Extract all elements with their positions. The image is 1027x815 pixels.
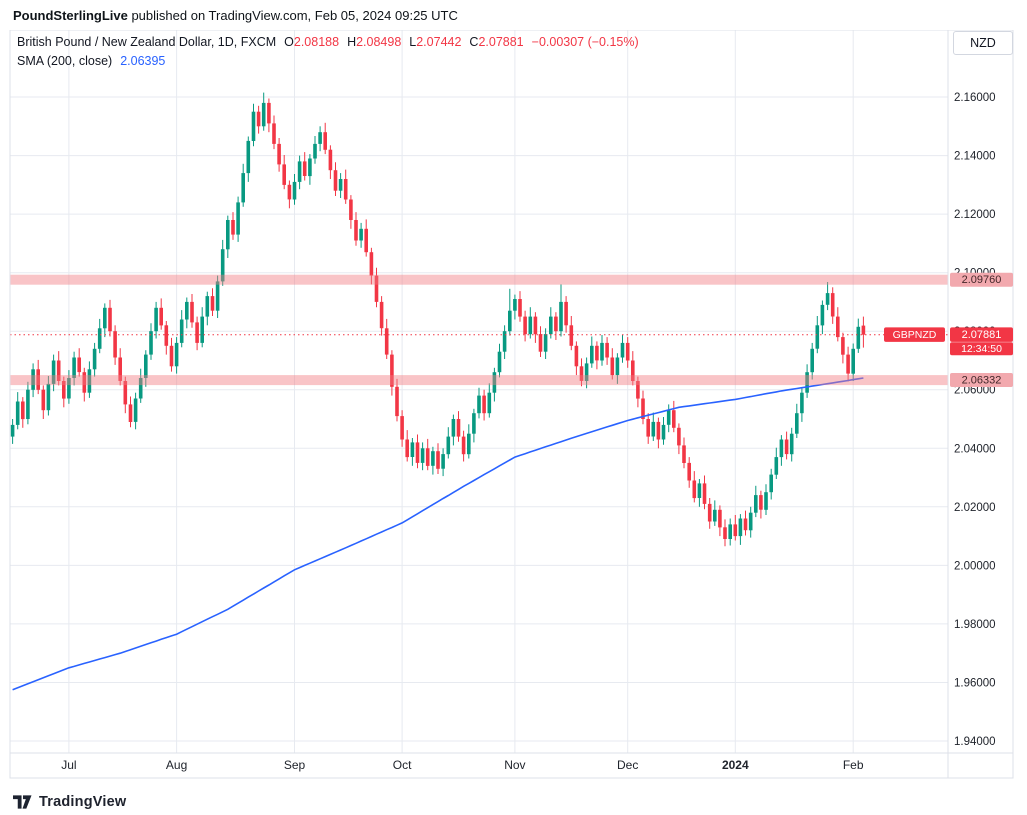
publisher-name: PoundSterlingLive [13,8,128,23]
svg-text:2.04000: 2.04000 [954,443,996,455]
price-axis[interactable]: 2.160002.140002.120002.100002.080002.060… [954,92,996,748]
svg-text:2.02000: 2.02000 [954,502,996,514]
candlestick-series[interactable] [10,92,866,547]
ohlc-close: C2.07881 [469,35,524,49]
svg-text:Oct: Oct [393,758,412,772]
legend-sma-row: SMA (200, close) 2.06395 [17,53,639,68]
svg-text:Nov: Nov [504,758,525,772]
svg-text:2.06332: 2.06332 [962,375,1002,387]
svg-text:Jul: Jul [61,758,76,772]
tradingview-logo-icon [13,794,32,809]
symbol-title: British Pound / New Zealand Dollar, 1D, … [17,35,277,49]
svg-text:2.07881: 2.07881 [962,329,1002,341]
ohlc-high: H2.08498 [347,35,402,49]
level-price-label[interactable]: 2.09760 [950,272,1013,287]
horizontal-level-band[interactable] [10,274,948,285]
change-value: −0.00307 (−0.15%) [531,35,639,49]
svg-text:Aug: Aug [166,758,187,772]
svg-text:Feb: Feb [843,758,864,772]
svg-text:2.09760: 2.09760 [962,274,1002,286]
attribution-bar: PoundSterlingLive published on TradingVi… [0,0,1027,30]
svg-text:1.96000: 1.96000 [954,678,996,690]
currency-unit-button[interactable]: NZD [953,31,1013,55]
time-axis[interactable]: Jul Aug Sep Oct Nov Dec 2024 Feb [61,758,864,772]
legend-symbol-row: British Pound / New Zealand Dollar, 1D, … [17,36,639,49]
horizontal-level-band[interactable] [10,375,948,386]
svg-text:Sep: Sep [284,758,306,772]
attribution-text: published on TradingView.com, Feb 05, 20… [127,8,458,23]
svg-text:2.00000: 2.00000 [954,560,996,572]
svg-text:Dec: Dec [617,758,638,772]
svg-text:2.06000: 2.06000 [954,385,996,397]
tradingview-brand-text: TradingView [39,794,127,810]
svg-text:2.14000: 2.14000 [954,151,996,163]
svg-text:1.94000: 1.94000 [954,736,996,748]
svg-text:2024: 2024 [722,758,749,772]
level-price-label[interactable]: 2.06332 [950,373,1013,387]
chart-legend: British Pound / New Zealand Dollar, 1D, … [17,36,639,73]
chart-frame [9,29,1014,779]
bar-close-countdown[interactable]: 12:34:50 [950,342,1013,356]
svg-text:2.16000: 2.16000 [954,92,996,104]
last-price-label[interactable]: 2.07881 [950,327,1013,342]
symbol-price-flag[interactable]: GBPNZD [884,327,945,342]
svg-text:GBPNZD: GBPNZD [893,329,937,341]
svg-text:2.12000: 2.12000 [954,209,996,221]
svg-text:12:34:50: 12:34:50 [961,343,1002,355]
sma-label: SMA (200, close) [17,53,113,68]
svg-text:1.98000: 1.98000 [954,619,996,631]
sma-200-line[interactable] [12,377,864,691]
tradingview-attribution[interactable]: TradingView [13,794,126,810]
ohlc-open: O2.08188 [284,35,340,49]
sma-value: 2.06395 [120,53,166,68]
ohlc-low: L2.07442 [409,35,462,49]
